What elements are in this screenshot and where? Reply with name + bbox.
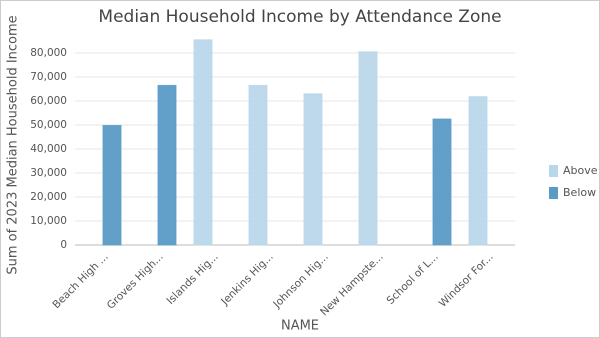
- y-tick-label: 30,000: [30, 167, 67, 179]
- chart-title: Median Household Income by Attendance Zo…: [98, 7, 501, 27]
- y-tick-label: 20,000: [30, 191, 67, 203]
- y-tick-label: 40,000: [30, 143, 67, 155]
- legend-label: Above: [563, 164, 598, 177]
- y-tick-label: 0: [60, 239, 67, 251]
- y-tick-label: 70,000: [30, 71, 67, 83]
- bar: [102, 124, 122, 246]
- x-axis-label: NAME: [281, 319, 319, 334]
- bar: [193, 39, 213, 246]
- y-tick-label: 10,000: [30, 215, 67, 227]
- legend-label: Below: [563, 186, 596, 199]
- legend-swatch: [549, 187, 558, 199]
- bar: [248, 84, 268, 246]
- y-tick-label: 80,000: [30, 47, 67, 59]
- y-axis-label: Sum of 2023 Median Household Income: [6, 15, 21, 274]
- bar: [303, 93, 323, 246]
- y-tick-label: 60,000: [30, 95, 67, 107]
- bar: [157, 84, 177, 246]
- y-tick-label: 50,000: [30, 119, 67, 131]
- bar: [468, 96, 488, 246]
- legend-swatch: [549, 165, 558, 177]
- bar: [432, 118, 452, 246]
- bar: [358, 51, 378, 246]
